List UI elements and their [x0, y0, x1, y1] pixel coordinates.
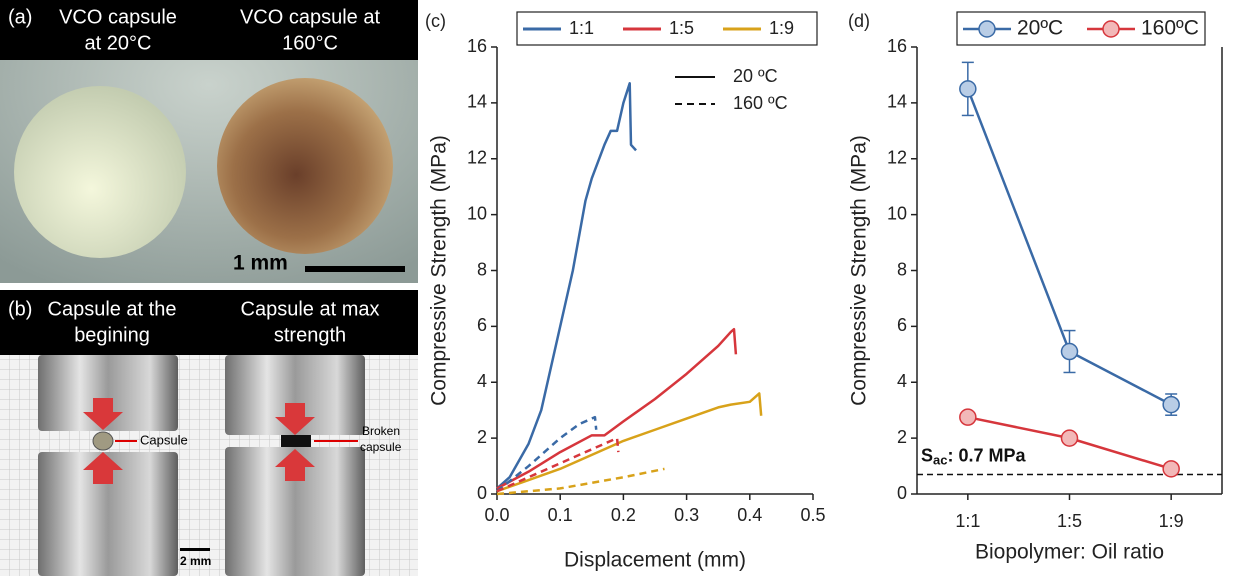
- arrow: [275, 449, 315, 481]
- cylinder: [225, 447, 365, 576]
- header-band: [0, 0, 418, 60]
- scale-bar: [180, 548, 210, 551]
- caption: Capsule at max: [241, 298, 380, 320]
- y-tick-label: 12: [887, 148, 907, 168]
- series-line: [496, 467, 665, 496]
- x-tick-label: 1:9: [1159, 511, 1184, 531]
- legend-box: [516, 11, 818, 46]
- caption: Capsule at the: [48, 298, 177, 320]
- panel-label: (c): [425, 11, 446, 31]
- legend-label: 1:1: [569, 18, 594, 38]
- y-tick-label: 6: [897, 315, 907, 335]
- capsule-photo: [217, 78, 393, 254]
- panel-label: (b): [8, 298, 32, 320]
- y-tick-label: 0: [897, 483, 907, 503]
- x-tick-label: 0.5: [800, 505, 825, 525]
- y-tick-label: 14: [887, 92, 907, 112]
- y-tick-label: 10: [467, 203, 487, 223]
- x-tick-label: 1:1: [955, 511, 980, 531]
- y-tick-label: 16: [467, 36, 487, 56]
- y-tick-label: 12: [467, 148, 487, 168]
- y-tick-label: 2: [897, 427, 907, 447]
- legend-label: 160 ºC: [733, 93, 788, 113]
- label-main: S: [921, 445, 933, 465]
- x-tick-label: 0.1: [548, 505, 573, 525]
- legend-label: 20ºC: [1017, 17, 1063, 40]
- threshold-label: Sac: 0.7 MPa: [921, 445, 1027, 468]
- series-line: [496, 436, 620, 493]
- marker: [1162, 460, 1180, 478]
- y-tick-label: 4: [477, 371, 487, 391]
- cylinder: [38, 452, 178, 576]
- y-tick-label: 8: [477, 259, 487, 279]
- photo-panel-b: (b) Capsule at the begining Capsule at m…: [0, 290, 418, 576]
- y-tick-label: 2: [477, 427, 487, 447]
- series-line: [496, 327, 738, 490]
- marker: [1060, 342, 1079, 361]
- note: capsule: [360, 440, 402, 454]
- y-tick-label: 16: [887, 36, 907, 56]
- series-line: [496, 82, 637, 490]
- legend-label: 20 ºC: [733, 66, 778, 86]
- scale-label: 1 mm: [233, 252, 288, 275]
- legend-label: 160ºC: [1141, 17, 1199, 40]
- note: Capsule: [140, 432, 188, 447]
- capsule-photo: [14, 86, 186, 258]
- caption: VCO capsule at: [240, 6, 381, 28]
- legend-marker: [978, 20, 996, 38]
- caption: begining: [74, 324, 150, 346]
- x-axis-label: Biopolymer: Oil ratio: [975, 541, 1164, 564]
- photo-panel-a: (a) VCO capsule at 20°C VCO capsule at 1…: [0, 0, 418, 283]
- y-tick-label: 0: [477, 483, 487, 503]
- cylinder: [38, 355, 178, 431]
- label-sub: ac: [933, 453, 947, 468]
- y-axis-label: Compressive Strength (MPa): [848, 135, 871, 406]
- note: Broken: [362, 424, 400, 438]
- marker: [1162, 395, 1180, 414]
- cylinder: [225, 355, 365, 435]
- broken-capsule: [281, 435, 311, 447]
- y-tick-label: 10: [887, 203, 907, 223]
- arrow: [275, 403, 315, 435]
- panel-label: (a): [8, 6, 32, 28]
- scale-label: 2 mm: [180, 554, 211, 568]
- y-tick-label: 4: [897, 371, 907, 391]
- marker: [959, 80, 977, 98]
- scale-bar: [305, 266, 405, 272]
- capsule: [92, 431, 114, 451]
- marker: [959, 408, 977, 426]
- label-rest: : 0.7 MPa: [947, 445, 1026, 465]
- series-line: [496, 415, 598, 493]
- y-tick-label: 14: [467, 92, 487, 112]
- x-axis-label: Displacement (mm): [564, 549, 746, 572]
- caption: 160°C: [282, 32, 338, 54]
- arrow: [83, 398, 123, 430]
- x-tick-label: 0.3: [674, 505, 699, 525]
- marker: [1060, 429, 1079, 447]
- y-tick-label: 8: [897, 259, 907, 279]
- y-tick-label: 6: [477, 315, 487, 335]
- legend-marker: [1102, 20, 1120, 38]
- series-line: [496, 392, 763, 493]
- caption: strength: [274, 324, 346, 346]
- x-tick-label: 0.0: [484, 505, 509, 525]
- arrow: [83, 452, 123, 484]
- x-tick-label: 0.2: [611, 505, 636, 525]
- header-band: [0, 290, 418, 355]
- x-tick-label: 0.4: [737, 505, 762, 525]
- caption: VCO capsule: [59, 6, 177, 28]
- legend-label: 1:9: [769, 18, 794, 38]
- legend-label: 1:5: [669, 18, 694, 38]
- caption: at 20°C: [85, 32, 152, 54]
- x-tick-label: 1:5: [1057, 511, 1082, 531]
- panel-label: (d): [848, 11, 870, 31]
- y-axis-label: Compressive Strength (MPa): [428, 135, 451, 406]
